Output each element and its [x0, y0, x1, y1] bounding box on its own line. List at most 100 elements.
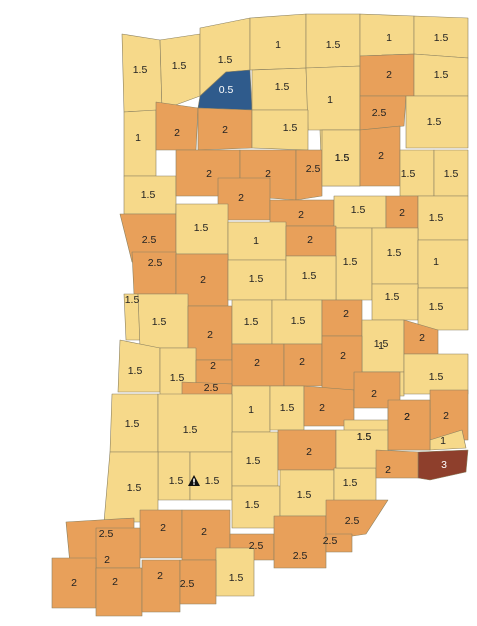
county-label-harrison: 2.5 — [345, 515, 360, 527]
county-label-tippecanoe: 1.5 — [194, 222, 209, 234]
county-scott[interactable] — [375, 449, 419, 479]
county-label-johnson: 2 — [299, 356, 305, 368]
county-label-stjoseph: 1 — [275, 39, 281, 51]
county-label-lagrange: 1 — [386, 32, 392, 44]
county-layer — [51, 13, 469, 617]
county-spen2[interactable] — [179, 559, 217, 605]
county-label-warren: 2.5 — [142, 234, 157, 246]
county-label-ripley: 2 — [404, 411, 410, 423]
county-label-crawford: 2.5 — [293, 550, 308, 562]
county-label-howard: 2 — [298, 209, 304, 221]
county-allen[interactable] — [359, 95, 407, 131]
county-label-orange: 1.5 — [343, 477, 358, 489]
county-label-steuben: 1.5 — [434, 32, 449, 44]
county-label-wayne: 1.5 — [429, 301, 444, 313]
county-label-perry: 1.5 — [229, 572, 244, 584]
county-label-allen: 2.5 — [372, 107, 387, 119]
county-owen[interactable] — [195, 359, 237, 385]
county-label-washington: 1.5 — [357, 431, 372, 443]
county-label-union: 2 — [419, 332, 425, 344]
county-label-jefferson: 2 — [404, 411, 410, 423]
county-label-martin: 1.5 — [205, 475, 220, 487]
county-miami[interactable] — [295, 149, 323, 201]
county-label-madison: 1.5 — [343, 256, 358, 268]
county-vand2[interactable] — [95, 567, 143, 617]
county-label-dekalb: 1.5 — [434, 69, 449, 81]
county-label-monroe: 1 — [248, 404, 254, 416]
county-label-vand2: 2 — [112, 576, 118, 588]
county-label-marion: 1.5 — [291, 315, 306, 327]
county-label-daviess: 1.5 — [169, 475, 184, 487]
county-warr2[interactable] — [141, 559, 181, 613]
county-label-jay: 1.5 — [429, 212, 444, 224]
county-label-cass: 2 — [265, 168, 271, 180]
county-label-spen2: 2.5 — [180, 578, 195, 590]
county-fulton[interactable] — [251, 109, 309, 151]
county-label-vanderburgh: 2 — [160, 522, 166, 534]
county-label-switzerland: 3 — [441, 459, 447, 471]
county-label-morgan: 2 — [254, 357, 260, 369]
county-label-greene: 2.5 — [204, 382, 219, 394]
county-label-vigo: 1.5 — [128, 365, 143, 377]
county-label-fulton: 1.5 — [283, 122, 298, 134]
county-label-warr2: 2 — [157, 570, 163, 582]
county-label-floyd: 2 — [104, 554, 110, 566]
county-label-wells: 1.5 — [401, 168, 416, 180]
county-label-gibson: 1.5 — [127, 482, 142, 494]
county-label-laporte: 1.5 — [218, 54, 233, 66]
county-label-white: 2 — [206, 168, 212, 180]
county-label-franklin: 1.5 — [429, 371, 444, 383]
county-label-henry: 1.5 — [385, 291, 400, 303]
county-label-hancock: 2 — [343, 308, 349, 320]
county-label-putnam: 2 — [207, 329, 213, 341]
county-label-jennings: 1.5 — [357, 431, 372, 443]
county-kosciusko[interactable] — [305, 65, 361, 131]
county-label-rush: 1 — [378, 340, 384, 352]
county-label-scott: 2 — [385, 464, 391, 476]
county-label-randolph: 1 — [433, 256, 439, 268]
county-wayne[interactable] — [417, 287, 469, 331]
county-label-knox: 1.5 — [183, 424, 198, 436]
county-vanderburgh[interactable] — [139, 509, 183, 559]
county-jefferson[interactable] — [387, 399, 431, 451]
county-label-miami: 2.5 — [306, 163, 321, 175]
county-label-montgomery: 2 — [200, 274, 206, 286]
county-label-brown: 1.5 — [280, 402, 295, 414]
county-label-huntington: 2 — [378, 150, 384, 162]
county-porter[interactable] — [159, 33, 201, 111]
county-clark[interactable] — [325, 533, 353, 553]
county-hancock[interactable] — [321, 299, 363, 337]
county-label-jackson: 2 — [306, 446, 312, 458]
county-label-lawrence: 1.5 — [246, 455, 261, 467]
county-label-grant: 1.5 — [351, 204, 366, 216]
county-label-bartholomew: 2 — [319, 402, 325, 414]
county-label-decatur: 2 — [371, 388, 377, 400]
county-crawford[interactable] — [273, 515, 327, 569]
county-label-wabash: 1.5 — [335, 152, 350, 164]
county-label-kosciusko: 1 — [327, 94, 333, 106]
warning-icon[interactable] — [188, 475, 200, 486]
county-harrison[interactable] — [325, 499, 389, 541]
county-label-posey: 2.5 — [99, 528, 114, 540]
county-label-blackford: 2 — [399, 207, 405, 219]
county-label-shelby: 2 — [340, 350, 346, 362]
county-label-allen2: 1.5 — [427, 116, 442, 128]
county-label-clinton: 1 — [253, 235, 259, 247]
county-label-whitley: 1.5 — [335, 152, 350, 164]
county-label-porter: 1.5 — [172, 60, 187, 72]
county-label-newton: 1 — [135, 132, 141, 144]
county-randolph[interactable] — [417, 239, 469, 289]
county-label-tipton: 2 — [307, 234, 313, 246]
county-label-sullivan: 1.5 — [125, 418, 140, 430]
county-label-delaware: 1.5 — [387, 247, 402, 259]
county-label-dubois: 1.5 — [297, 489, 312, 501]
county-allen2[interactable] — [405, 95, 469, 149]
county-label-dearborn: 2 — [443, 410, 449, 422]
county-label-noble: 2 — [386, 69, 392, 81]
county-label-jasper: 2 — [174, 127, 180, 139]
county-label-parke: 1.5 — [152, 316, 167, 328]
county-label-hendricks: 1.5 — [244, 316, 259, 328]
county-label-vermillion: 1.5 — [125, 294, 140, 306]
county-label-posey2: 2 — [71, 577, 77, 589]
county-label-adams: 1.5 — [444, 168, 459, 180]
